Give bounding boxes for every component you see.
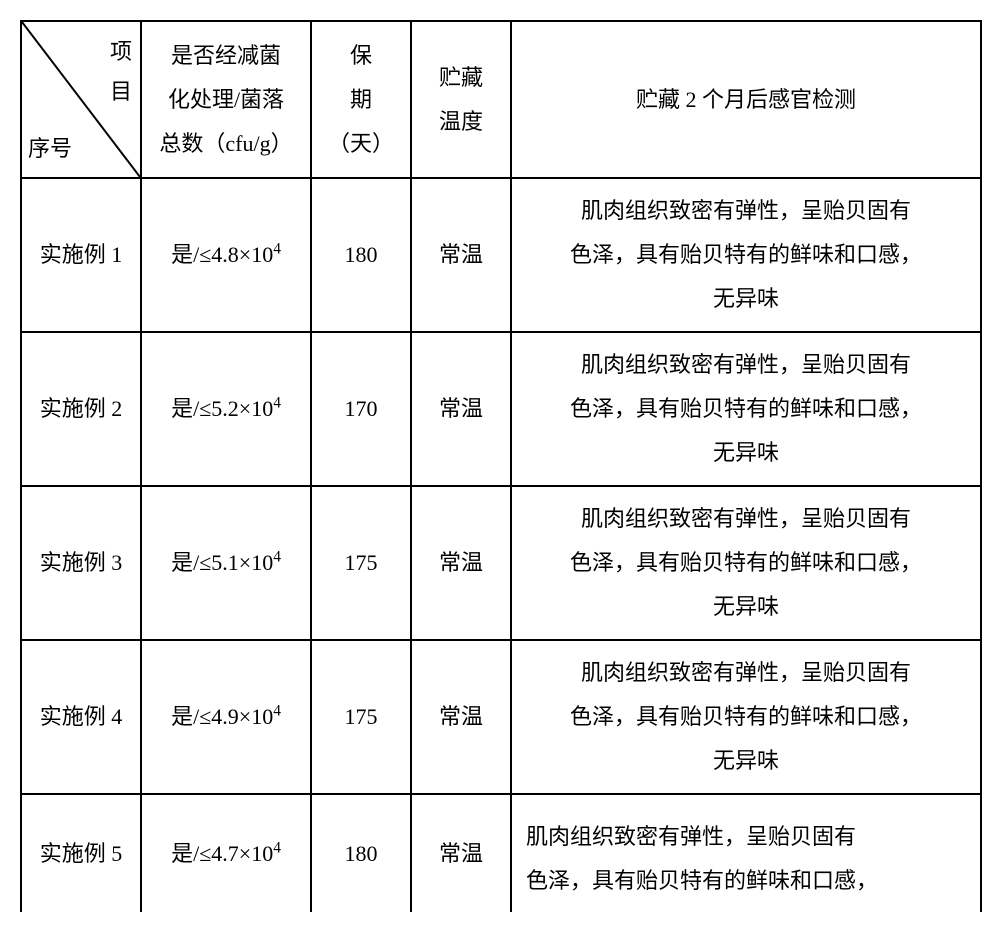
header-diag-top-l2: 目 [110, 79, 132, 104]
header-diag-bottom: 序号 [28, 129, 72, 169]
cell-treatment: 是/≤4.8×104 [141, 178, 311, 332]
cell-sensory: 肌肉组织致密有弹性，呈贻贝固有 色泽，具有贻贝特有的鲜味和口感， 无异味 [511, 640, 981, 794]
header-col3-l4: （天） [328, 131, 394, 156]
cell-temp: 常温 [411, 794, 511, 912]
header-row: 项 目 序号 是否经减菌 化处理/菌落 总数（cfu/g） 保 期 （天） 贮藏… [21, 21, 981, 178]
data-table: 项 目 序号 是否经减菌 化处理/菌落 总数（cfu/g） 保 期 （天） 贮藏… [20, 20, 982, 912]
header-col3-l3: 期 [350, 87, 372, 112]
cell-treatment: 是/≤4.7×104 [141, 794, 311, 912]
table-row: 实施例 2 是/≤5.2×104 170 常温 肌肉组织致密有弹性，呈贻贝固有 … [21, 332, 981, 486]
cell-shelf: 170 [311, 332, 411, 486]
header-col4: 贮藏 温度 [411, 21, 511, 178]
header-col2-l1: 是否经减菌 [171, 43, 281, 68]
header-col2-l3: 总数（cfu/g） [159, 131, 292, 156]
cell-temp: 常温 [411, 640, 511, 794]
cell-sensory: 肌肉组织致密有弹性，呈贻贝固有 色泽，具有贻贝特有的鲜味和口感， [511, 794, 981, 912]
cell-serial: 实施例 4 [21, 640, 141, 794]
header-diag-top: 项 目 [110, 32, 132, 111]
header-col2-l2: 化处理/菌落 [168, 87, 284, 112]
table-row: 实施例 1 是/≤4.8×104 180 常温 肌肉组织致密有弹性，呈贻贝固有 … [21, 178, 981, 332]
header-diagonal-cell: 项 目 序号 [21, 21, 141, 178]
header-col4-l1: 贮藏 [439, 65, 483, 90]
cell-treatment: 是/≤5.2×104 [141, 332, 311, 486]
cell-shelf: 180 [311, 178, 411, 332]
cell-sensory: 肌肉组织致密有弹性，呈贻贝固有 色泽，具有贻贝特有的鲜味和口感， 无异味 [511, 178, 981, 332]
cell-sensory: 肌肉组织致密有弹性，呈贻贝固有 色泽，具有贻贝特有的鲜味和口感， 无异味 [511, 332, 981, 486]
table-row: 实施例 5 是/≤4.7×104 180 常温 肌肉组织致密有弹性，呈贻贝固有 … [21, 794, 981, 912]
header-col3-l1: 保 [350, 43, 372, 68]
header-col3: 保 期 （天） [311, 21, 411, 178]
cell-temp: 常温 [411, 178, 511, 332]
table-row: 实施例 3 是/≤5.1×104 175 常温 肌肉组织致密有弹性，呈贻贝固有 … [21, 486, 981, 640]
cell-serial: 实施例 5 [21, 794, 141, 912]
header-col4-l2: 温度 [439, 109, 483, 134]
cell-shelf: 175 [311, 486, 411, 640]
header-diag-top-l1: 项 [110, 39, 132, 64]
table-row: 实施例 4 是/≤4.9×104 175 常温 肌肉组织致密有弹性，呈贻贝固有 … [21, 640, 981, 794]
cell-temp: 常温 [411, 486, 511, 640]
cell-shelf: 175 [311, 640, 411, 794]
cell-serial: 实施例 2 [21, 332, 141, 486]
cell-sensory: 肌肉组织致密有弹性，呈贻贝固有 色泽，具有贻贝特有的鲜味和口感， 无异味 [511, 486, 981, 640]
header-col5: 贮藏 2 个月后感官检测 [511, 21, 981, 178]
cell-treatment: 是/≤5.1×104 [141, 486, 311, 640]
cell-shelf: 180 [311, 794, 411, 912]
header-col2: 是否经减菌 化处理/菌落 总数（cfu/g） [141, 21, 311, 178]
cell-treatment: 是/≤4.9×104 [141, 640, 311, 794]
cell-serial: 实施例 1 [21, 178, 141, 332]
cell-serial: 实施例 3 [21, 486, 141, 640]
cell-temp: 常温 [411, 332, 511, 486]
